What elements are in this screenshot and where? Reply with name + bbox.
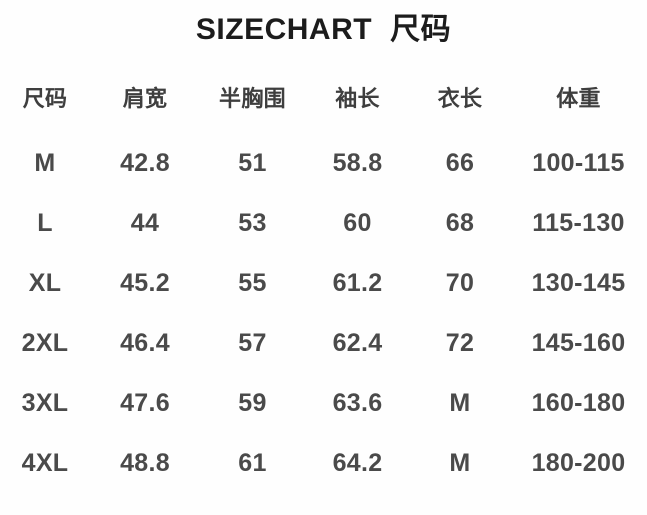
table-cell: 64.2 — [332, 448, 383, 477]
page-title-zh: 尺码 — [390, 13, 452, 46]
table-cell: 68 — [445, 208, 475, 237]
table-row-xl: XL 45.2 55 61.2 70 130-145 — [0, 253, 647, 313]
table-cell: 47.6 — [120, 388, 170, 417]
table-cell: 115-130 — [532, 208, 625, 237]
page-title-en: SIZECHART — [195, 13, 373, 46]
table-row-m: M 42.8 51 58.8 66 100-115 — [0, 133, 647, 193]
table-cell: 66 — [445, 148, 475, 177]
table-row-l: L 44 53 60 68 115-130 — [0, 193, 647, 253]
size-table: 尺码 肩宽 半胸围 袖长 衣长 体重 M 42.8 51 58.8 66 100… — [0, 82, 647, 493]
table-cell: 45.2 — [120, 268, 170, 297]
table-cell: 46.4 — [120, 328, 170, 357]
table-cell: M — [449, 448, 471, 477]
table-row-2xl: 2XL 46.4 57 62.4 72 145-160 — [0, 313, 647, 373]
table-cell: 59 — [238, 388, 267, 417]
table-cell: 61.2 — [332, 268, 383, 297]
page-title: SIZECHART 尺码 — [0, 0, 647, 48]
table-cell: M — [34, 148, 56, 177]
table-cell: XL — [28, 268, 62, 297]
header-cell-garment-length: 衣长 — [437, 86, 483, 111]
table-cell: 145-160 — [531, 328, 626, 357]
header-cell-sleeve-length: 袖长 — [335, 86, 380, 111]
table-cell: 63.6 — [332, 388, 383, 417]
table-cell: 4XL — [21, 448, 69, 477]
table-cell: 72 — [445, 328, 475, 357]
table-cell: 44 — [130, 208, 160, 237]
table-header-row: 尺码 肩宽 半胸围 袖长 衣长 体重 — [0, 82, 647, 112]
table-row-4xl: 4XL 48.8 61 64.2 M 180-200 — [0, 433, 647, 493]
header-cell-half-chest: 半胸围 — [219, 86, 286, 111]
table-cell: 55 — [238, 268, 267, 297]
table-row-3xl: 3XL 47.6 59 63.6 M 160-180 — [0, 373, 647, 433]
table-cell: 60 — [343, 208, 372, 237]
table-cell: 61 — [238, 448, 267, 477]
table-cell: 70 — [445, 268, 475, 297]
table-cell: 58.8 — [332, 148, 383, 177]
table-cell: 160-180 — [531, 388, 626, 417]
header-cell-shoulder: 肩宽 — [122, 86, 168, 111]
header-cell-size: 尺码 — [22, 86, 68, 111]
table-cell: 53 — [238, 208, 267, 237]
table-cell: 42.8 — [120, 148, 170, 177]
table-cell: M — [449, 388, 471, 417]
table-cell: 62.4 — [332, 328, 383, 357]
table-cell: 57 — [238, 328, 267, 357]
table-cell: 51 — [238, 148, 267, 177]
table-cell: 180-200 — [531, 448, 626, 477]
table-cell: 3XL — [21, 388, 69, 417]
table-cell: 2XL — [21, 328, 69, 357]
table-cell: 48.8 — [120, 448, 170, 477]
table-cell: 130-145 — [531, 268, 626, 297]
header-cell-weight: 体重 — [556, 86, 601, 111]
table-cell: L — [37, 208, 53, 237]
table-cell: 100-115 — [532, 148, 625, 177]
